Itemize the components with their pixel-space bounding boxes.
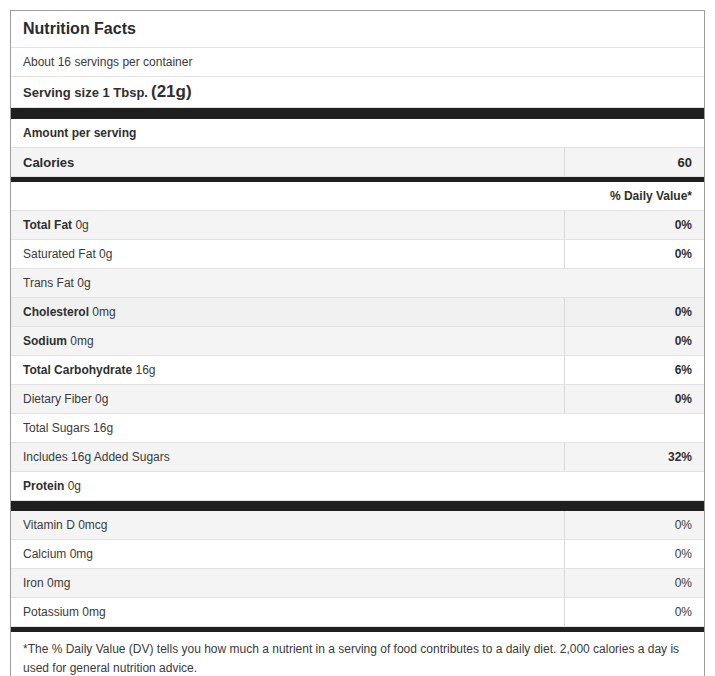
label-title: Nutrition Facts xyxy=(11,15,704,43)
vitamin-label: Iron 0mg xyxy=(11,571,564,595)
label-title-row: Nutrition Facts xyxy=(11,11,704,48)
vitamin-daily-value: 0% xyxy=(564,511,704,539)
nutrient-row-cholesterol: Cholesterol 0mg 0% xyxy=(11,298,704,327)
nutrient-label: Sodium 0mg xyxy=(11,329,564,353)
vitamin-daily-value: 0% xyxy=(564,540,704,568)
servings-per-container-text: About 16 servings per container xyxy=(11,50,704,74)
nutrient-daily-value: 0% xyxy=(564,327,704,355)
nutrient-label: Cholesterol 0mg xyxy=(11,300,564,324)
thick-divider-bar xyxy=(11,108,704,119)
vitamin-daily-value: 0% xyxy=(564,569,704,597)
nutrient-row-added-sugars: Includes 16g Added Sugars 32% xyxy=(11,443,704,472)
page-background: Nutrition Facts About 16 servings per co… xyxy=(0,0,715,676)
nutrient-label: Saturated Fat 0g xyxy=(11,242,564,266)
nutrient-daily-value: 0% xyxy=(564,240,704,268)
vitamin-label: Vitamin D 0mcg xyxy=(11,513,564,537)
nutrient-daily-value: 6% xyxy=(564,356,704,384)
nutrient-label: Trans Fat 0g xyxy=(11,271,704,295)
daily-value-header: % Daily Value* xyxy=(11,184,704,208)
nutrient-row-total-carbohydrate: Total Carbohydrate 16g 6% xyxy=(11,356,704,385)
nutrient-daily-value: 0% xyxy=(564,385,704,413)
serving-size-label: Serving size 1 Tbsp. xyxy=(23,85,148,100)
nutrient-label: Protein 0g xyxy=(11,474,704,498)
vitamin-daily-value: 0% xyxy=(564,598,704,626)
nutrient-label: Total Fat 0g xyxy=(11,213,564,237)
vitamin-row-potassium: Potassium 0mg 0% xyxy=(11,598,704,627)
vitamin-label: Potassium 0mg xyxy=(11,600,564,624)
nutrient-row-protein: Protein 0g xyxy=(11,472,704,501)
daily-value-header-row: % Daily Value* xyxy=(11,182,704,211)
servings-per-container-row: About 16 servings per container xyxy=(11,48,704,77)
vitamin-row-iron: Iron 0mg 0% xyxy=(11,569,704,598)
nutrient-row-total-fat: Total Fat 0g 0% xyxy=(11,211,704,240)
serving-size-weight: (21g) xyxy=(151,82,192,101)
nutrient-label: Total Carbohydrate 16g xyxy=(11,358,564,382)
thick-divider-bar xyxy=(11,501,704,511)
nutrient-label: Includes 16g Added Sugars xyxy=(11,445,564,469)
amount-per-serving-text: Amount per serving xyxy=(11,121,704,145)
amount-per-serving-row: Amount per serving xyxy=(11,119,704,148)
nutrient-label: Total Sugars 16g xyxy=(11,416,704,440)
nutrient-row-trans-fat: Trans Fat 0g xyxy=(11,269,704,298)
nutrient-row-sodium: Sodium 0mg 0% xyxy=(11,327,704,356)
serving-size-row: Serving size 1 Tbsp.(21g) xyxy=(11,77,704,108)
calories-value: 60 xyxy=(564,148,704,176)
nutrient-row-saturated-fat: Saturated Fat 0g 0% xyxy=(11,240,704,269)
nutrient-daily-value: 0% xyxy=(564,298,704,326)
nutrient-daily-value: 0% xyxy=(564,211,704,239)
vitamin-row-calcium: Calcium 0mg 0% xyxy=(11,540,704,569)
nutrient-daily-value: 32% xyxy=(564,443,704,471)
nutrient-row-total-sugars: Total Sugars 16g xyxy=(11,414,704,443)
nutrient-label: Dietary Fiber 0g xyxy=(11,387,564,411)
vitamin-label: Calcium 0mg xyxy=(11,542,564,566)
daily-value-footnote: *The % Daily Value (DV) tells you how mu… xyxy=(11,632,704,676)
nutrition-facts-label: Nutrition Facts About 16 servings per co… xyxy=(10,10,705,676)
calories-row: Calories 60 xyxy=(11,148,704,177)
calories-label: Calories xyxy=(11,150,564,175)
nutrient-row-dietary-fiber: Dietary Fiber 0g 0% xyxy=(11,385,704,414)
serving-size-text: Serving size 1 Tbsp.(21g) xyxy=(11,77,704,107)
vitamin-row-vitamin-d: Vitamin D 0mcg 0% xyxy=(11,511,704,540)
